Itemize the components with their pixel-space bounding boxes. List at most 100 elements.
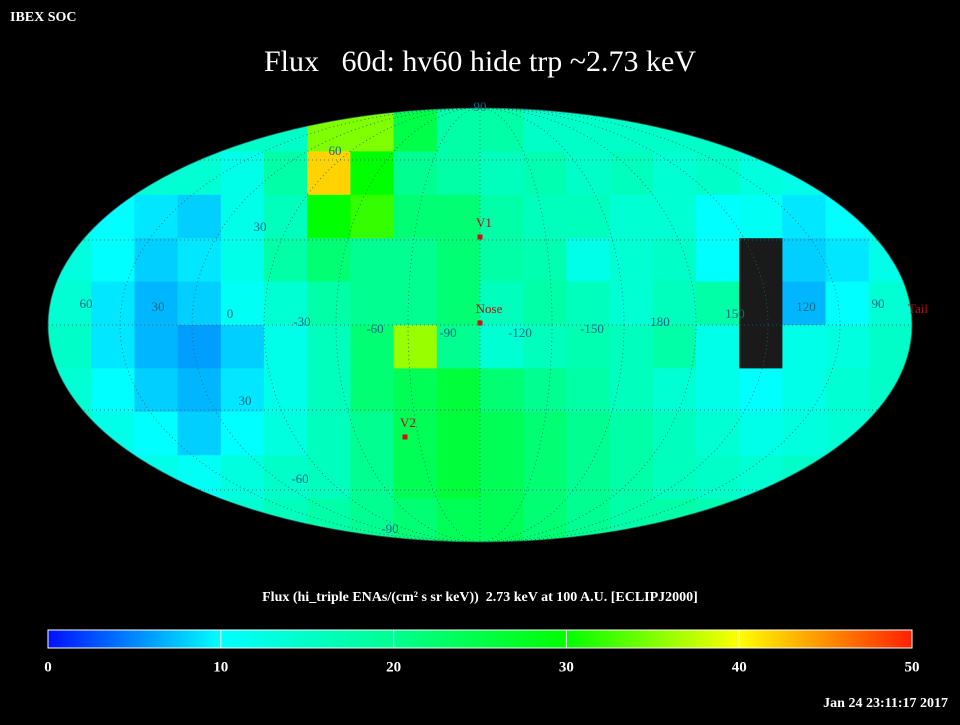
longitude-label: 0 [227, 306, 234, 321]
flux-cell [652, 194, 697, 239]
flux-cell [480, 194, 524, 239]
flux-cell [480, 151, 524, 196]
flux-cell [523, 151, 567, 196]
flux-cell [264, 238, 308, 283]
marker-label: Nose [476, 301, 503, 316]
flux-cell [264, 368, 308, 413]
flux-cell [609, 151, 654, 196]
colorbar-ticks: 0 10 20 30 40 50 [44, 630, 920, 675]
flux-cell [350, 325, 395, 369]
longitude-label: -90 [439, 325, 456, 340]
latitude-label: 30 [254, 219, 267, 234]
flux-cell [264, 151, 308, 196]
flux-cell [350, 238, 395, 283]
flux-cell [523, 455, 567, 500]
flux-cell [264, 281, 308, 326]
flux-cell [436, 411, 481, 456]
flux-cell [696, 368, 740, 413]
flux-cell [350, 281, 395, 326]
flux-cell [220, 368, 265, 413]
longitude-label: -30 [293, 314, 310, 329]
flux-cell [782, 194, 827, 239]
marker-dot [477, 234, 483, 240]
flux-cell [220, 411, 265, 456]
flux-cell [134, 194, 179, 239]
flux-cell [436, 455, 481, 500]
flux-cell [350, 411, 395, 456]
flux-cell [264, 411, 308, 456]
flux-cell [393, 108, 438, 152]
flux-cell [307, 455, 351, 500]
map-outline [47, 107, 913, 543]
flux-cell [696, 281, 740, 326]
flux-map [48, 108, 912, 542]
flux-cell [566, 281, 611, 326]
flux-cell [696, 411, 740, 456]
flux-cell [739, 281, 783, 326]
flux-cell [134, 325, 179, 369]
flux-cell [307, 194, 351, 239]
colorbar-tick-label: 20 [386, 659, 401, 675]
flux-cell [177, 368, 222, 413]
flux-cell [652, 151, 697, 196]
flux-cell [350, 455, 395, 500]
flux-cell [652, 281, 697, 326]
flux-cell [307, 325, 351, 369]
latitude-label: 30 [239, 393, 252, 408]
longitude-label: 180 [650, 314, 670, 329]
flux-cell [393, 455, 438, 500]
flux-cell [523, 281, 567, 326]
flux-cell [523, 108, 567, 152]
flux-cell [393, 194, 438, 239]
flux-cell [393, 238, 438, 283]
flux-cell [739, 411, 783, 456]
flux-cell [91, 368, 135, 413]
flux-cell [264, 455, 308, 500]
flux-cell [177, 411, 222, 456]
flux-cell [566, 455, 611, 500]
flux-cell [307, 151, 351, 196]
graticule-labels: 90 60 30 30 -60 -90 60 30 0 -30 -60 -90 -120 -150 180 1… [80, 99, 885, 536]
flux-cell [696, 151, 740, 196]
longitude-label: -150 [580, 321, 604, 336]
flux-cell [350, 368, 395, 413]
flux-cell [436, 151, 481, 196]
flux-cell [523, 194, 567, 239]
flux-cell [436, 238, 481, 283]
flux-cell [480, 368, 524, 413]
marker-label: Tail [908, 301, 928, 316]
flux-cell [177, 194, 222, 239]
flux-cell [307, 368, 351, 413]
flux-cell [307, 281, 351, 326]
colorbar [47, 629, 913, 649]
colorbar-tick-label: 0 [44, 659, 52, 675]
flux-cell [220, 455, 265, 500]
flux-cell [696, 194, 740, 239]
longitude-label: 150 [725, 306, 745, 321]
flux-cell [609, 411, 654, 456]
flux-cell [480, 238, 524, 283]
flux-cell [566, 194, 611, 239]
flux-cell [782, 411, 827, 456]
flux-cell [739, 238, 783, 283]
flux-cell [652, 455, 697, 500]
flux-cell [220, 151, 265, 196]
flux-cell [696, 455, 740, 500]
flux-cell [868, 325, 912, 369]
colorbar-tick-label: 10 [213, 659, 228, 675]
timestamp: Jan 24 23:11:17 2017 [823, 696, 948, 711]
latitude-label: 60 [329, 143, 342, 158]
longitude-label: 60 [80, 296, 93, 311]
latitude-label: -60 [291, 471, 308, 486]
flux-cell [48, 281, 92, 326]
colorbar-tick-label: 50 [905, 659, 920, 675]
flux-cell [436, 108, 481, 152]
flux-cell [264, 194, 308, 239]
flux-cell [480, 281, 524, 326]
marker-dot [402, 434, 408, 440]
flux-cell [91, 238, 135, 283]
longitude-label: 90 [872, 296, 885, 311]
flux-cell [220, 325, 265, 369]
flux-cell [696, 238, 740, 283]
flux-cell [523, 411, 567, 456]
